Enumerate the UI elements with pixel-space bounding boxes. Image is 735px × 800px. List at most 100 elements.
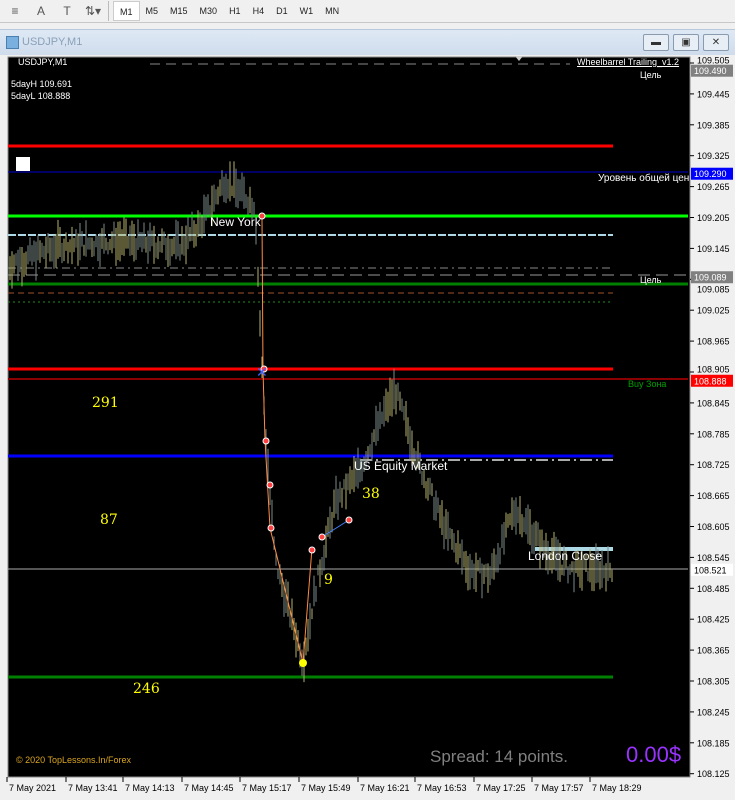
timeframe-h4[interactable]: H4 (252, 6, 265, 16)
time-axis-label: 7 May 16:21 (360, 783, 410, 793)
price-axis-label: 109.445 (697, 89, 730, 99)
price-axis-label: 108.665 (697, 491, 730, 501)
profit-label: 0.00$ (626, 742, 682, 767)
trade-marker (266, 481, 274, 489)
trade-marker (318, 533, 326, 541)
price-tag (691, 563, 733, 576)
time-axis-label: 7 May 17:25 (476, 783, 526, 793)
toolbar: ≡ A T ⇅▾ M1 M5 M15 M30 H1 H4 D1 W1 MN (0, 0, 735, 23)
price-axis-label: 109.385 (697, 120, 730, 130)
price-axis-label: 108.125 (697, 769, 730, 779)
average-price-level-label: Уровень общей цен (598, 173, 690, 184)
target-label: Цель (640, 275, 662, 285)
trade-marker (267, 524, 275, 532)
session-us-equity-label: US Equity Market (354, 459, 448, 473)
symbol-label: USDJPY,M1 (18, 57, 68, 67)
lines-icon[interactable]: ≡ (11, 4, 19, 18)
arrows-icon[interactable]: ⇅▾ (84, 4, 102, 18)
target-label: Цель (640, 70, 662, 80)
checkbox (16, 157, 30, 171)
session-new-york-label: New York (210, 215, 261, 229)
price-axis-label: 108.845 (697, 398, 730, 408)
close-button[interactable]: ✕ (703, 34, 729, 51)
trade-marker (262, 437, 270, 445)
time-axis-label: 7 May 18:29 (592, 783, 642, 793)
time-axis-label: 7 May 14:13 (125, 783, 175, 793)
time-axis-label: 7 May 13:41 (68, 783, 118, 793)
maximize-button[interactable]: ▣ (673, 34, 699, 51)
price-axis-label: 109.205 (697, 213, 730, 223)
buy-zone-label: Buy Зона (628, 379, 667, 389)
price-axis-label: 109.025 (697, 306, 730, 316)
price-axis-label: 108.605 (697, 522, 730, 532)
chart-window-icon (6, 36, 19, 49)
time-axis-label: 7 May 15:49 (301, 783, 351, 793)
price-tag-label: 109.089 (694, 273, 727, 283)
indicator-name: Wheelbarrel Trailing_v1.2 (577, 57, 680, 67)
plot-area (7, 56, 691, 778)
timeframe-w1[interactable]: W1 (299, 6, 314, 16)
price-axis-label: 108.485 (697, 584, 730, 594)
price-axis-label: 108.545 (697, 553, 730, 563)
timeframe-d1[interactable]: D1 (276, 6, 288, 16)
price-axis-label: 108.245 (697, 707, 730, 717)
minimize-button[interactable]: ▬ (643, 34, 669, 51)
cross-marker: ✕ (256, 364, 268, 380)
session-london-close-label: London Close (528, 549, 603, 563)
price-axis-label: 109.145 (697, 244, 730, 254)
timeframe-m15[interactable]: M15 (170, 6, 188, 16)
price-axis-label: 108.905 (697, 364, 730, 374)
price-axis-label: 109.085 (697, 285, 730, 295)
text-icon[interactable]: A (36, 4, 45, 18)
trade-path-line (321, 519, 350, 538)
timeframe-h1[interactable]: H1 (229, 6, 241, 16)
price-tag (691, 64, 733, 77)
price-axis-label: 108.425 (697, 615, 730, 625)
time-axis-label: 7 May 16:53 (417, 783, 467, 793)
price-axis-label: 108.725 (697, 460, 730, 470)
window-titlebar: USDJPY,M1 ▬ ▣ ✕ (0, 29, 735, 55)
price-axis-label: 108.305 (697, 677, 730, 687)
price-tag-label: 109.290 (694, 169, 727, 179)
five-day-low: 5dayL 108.888 (11, 91, 71, 101)
trade-marker (299, 659, 307, 667)
time-axis-label: 7 May 15:17 (242, 783, 292, 793)
divider (108, 1, 109, 21)
copyright-label: © 2020 TopLessons.In/Forex (16, 755, 132, 765)
price-axis-label: 109.265 (697, 182, 730, 192)
price-tag-label: 108.521 (694, 565, 727, 575)
count-label: 38 (362, 486, 380, 502)
timeframe-m1[interactable]: M1 (113, 1, 140, 21)
price-axis-label: 108.785 (697, 429, 730, 439)
count-label: 246 (133, 681, 160, 697)
timeframe-m5[interactable]: M5 (145, 6, 159, 16)
price-axis-label: 109.325 (697, 151, 730, 161)
time-axis-label: 7 May 2021 (9, 783, 56, 793)
price-axis-label: 109.505 (697, 56, 730, 66)
price-tag (691, 271, 733, 284)
count-label: 291 (92, 395, 119, 411)
price-tag (691, 167, 733, 180)
trade-marker (308, 546, 316, 554)
time-axis-label: 7 May 14:45 (184, 783, 234, 793)
trade-marker (260, 365, 268, 373)
chart-canvas[interactable]: ✕ 109.505 109.445 109.385 109.325 109.265 109.… (4, 55, 735, 800)
price-chart[interactable]: ✕ 109.505 109.445 109.385 109.325 109.265 109.… (4, 55, 735, 800)
count-label: 87 (100, 512, 118, 528)
price-axis-label: 108.965 (697, 337, 730, 347)
price-axis-label: 108.365 (697, 646, 730, 656)
timeframe-mn[interactable]: MN (325, 6, 340, 16)
trade-marker (345, 516, 353, 524)
text-label-icon[interactable]: T (63, 4, 71, 18)
price-axis-label: 108.185 (697, 738, 730, 748)
time-axis-label: 7 May 17:57 (534, 783, 584, 793)
timeframe-m30[interactable]: M30 (199, 6, 218, 16)
price-tag (691, 374, 733, 387)
count-label: 9 (324, 572, 333, 588)
timeframe-bar: M1 M5 M15 M30 H1 H4 D1 W1 MN (113, 1, 345, 21)
price-tag-label: 109.490 (694, 66, 727, 76)
shift-marker-icon (515, 56, 523, 61)
window-title: USDJPY,M1 (22, 36, 83, 48)
five-day-high: 5dayH 109.691 (11, 79, 73, 89)
trade-marker (258, 212, 266, 220)
